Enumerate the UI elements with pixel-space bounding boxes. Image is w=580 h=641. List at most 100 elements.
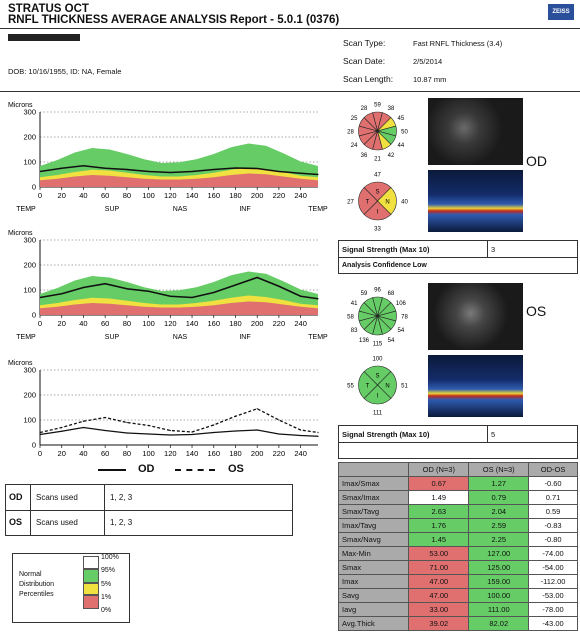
x-tick-label: 20: [58, 191, 66, 200]
x-tick-label: 140: [186, 191, 199, 200]
metric-label: Imax: [337, 574, 410, 589]
x-tick-label: 240: [294, 191, 307, 200]
clock-sector-value: 25: [351, 116, 358, 122]
quadrant-s: [363, 181, 392, 202]
data-point: [317, 173, 319, 176]
clock-sector-value: 78: [401, 315, 408, 321]
x-tick-label: 60: [101, 191, 109, 200]
quadrant-letter: T: [366, 384, 370, 390]
y-tick-label: 200: [23, 133, 36, 142]
os-quadrant-chart: S 100 N 51 I 111 T 55: [347, 357, 408, 417]
x-tick-label: 100: [142, 319, 155, 328]
report-title-line1: STRATUS OCT: [8, 3, 89, 15]
data-point: [169, 434, 171, 436]
od-fundus-image: [428, 98, 523, 165]
x-tick-label: 100: [142, 191, 155, 200]
x-tick-label: 120: [164, 191, 177, 200]
y-tick-label: 200: [23, 261, 36, 270]
quadrant-letter: I: [377, 210, 379, 216]
data-point: [104, 416, 106, 419]
table-row: Smax 71.00 125.00 -54.00: [337, 560, 578, 575]
scans-used-od-value: 1, 2, 3: [110, 493, 133, 502]
os-dashed-line-swatch: [175, 469, 215, 471]
os-signal-label: Signal Strength (Max 10): [342, 430, 430, 439]
x-tick-label: 240: [294, 319, 307, 328]
data-point: [234, 167, 237, 169]
metric-os-value: 125.00: [468, 560, 530, 575]
scans-used-os-eye: OS: [9, 517, 23, 527]
quadrant-value: 40: [401, 200, 408, 206]
metrics-header-cell: [337, 462, 410, 477]
x-tick-label: 140: [186, 319, 199, 328]
metric-os-value: 111.00: [468, 602, 530, 617]
x-tick-label: 20: [58, 449, 66, 458]
x-tick-label: 40: [79, 449, 87, 458]
data-point: [256, 276, 258, 279]
legend-title-line2: Distribution: [19, 581, 55, 588]
series-line-od: [39, 164, 319, 176]
metric-diff-value: -53.00: [528, 588, 578, 603]
quadrant-t: [358, 187, 378, 215]
scan-date-label: Scan Date:: [343, 56, 386, 66]
data-point: [82, 420, 85, 422]
os-oct-scan-image: [428, 355, 523, 417]
quadrant-value: 47: [374, 173, 381, 179]
metric-label: Savg: [337, 588, 410, 603]
data-point: [61, 167, 63, 169]
scan-type-value: Fast RNFL Thickness (3.4): [413, 39, 503, 48]
data-point: [234, 284, 237, 286]
metric-od-value: 1.45: [408, 532, 470, 547]
metric-label: Avg.Thick: [337, 616, 410, 631]
clock-sector-value: 68: [388, 291, 395, 297]
data-point: [126, 432, 128, 434]
os-fundus-image: [428, 283, 523, 350]
quadrant-t: [358, 371, 378, 399]
chart-3: Microns 0 100 200 300 0 20 40 60 80 100 120 140 160 18…: [8, 360, 319, 458]
y-tick-label: 0: [32, 441, 36, 450]
data-point: [256, 429, 258, 431]
x-tick-label: 80: [123, 191, 131, 200]
table-row: Avg.Thick 39.02 82.02 -43.00: [337, 616, 578, 631]
data-point: [300, 172, 302, 174]
clock-sector-value: 136: [359, 338, 370, 344]
metric-os-value: 2.25: [468, 532, 530, 547]
data-point: [147, 424, 150, 427]
zeiss-logo: ZEISS: [548, 4, 574, 20]
metric-os-value: 159.00: [468, 574, 530, 589]
clock-sector-value: 59: [374, 103, 381, 109]
x-tick-label: 100: [142, 449, 155, 458]
scans-used-os-value: 1, 2, 3: [110, 518, 133, 527]
region-label: INF: [239, 334, 250, 341]
data-point: [234, 430, 237, 432]
metric-diff-value: -54.00: [528, 560, 578, 575]
region-label: SUP: [105, 334, 120, 341]
metric-od-value: 2.63: [408, 504, 470, 519]
legend-level-1: 1%: [101, 594, 112, 601]
clock-sector-value: 41: [351, 301, 358, 307]
data-point: [104, 429, 106, 432]
os-signal-row: Signal Strength (Max 10) 5: [338, 425, 578, 443]
x-tick-label: 180: [229, 449, 242, 458]
x-tick-label: 40: [79, 319, 87, 328]
series-line-os: [39, 276, 319, 300]
x-tick-label: 160: [207, 191, 220, 200]
os-signal-value: 5: [491, 430, 496, 439]
data-point: [278, 433, 280, 435]
metric-os-value: 127.00: [468, 546, 530, 561]
x-tick-label: 0: [38, 319, 42, 328]
metric-diff-value: 0.71: [528, 490, 578, 505]
metric-od-value: 47.00: [408, 588, 470, 603]
metric-diff-value: -0.83: [528, 518, 578, 533]
data-point: [61, 426, 63, 429]
table-row: Imax/Smax 0.67 1.27 -0.60: [337, 476, 578, 491]
clock-sector-value: 28: [361, 106, 368, 112]
region-label: TEMP: [16, 206, 36, 213]
clock-sector-value: 36: [361, 153, 368, 159]
data-point: [317, 435, 319, 437]
x-tick-label: 120: [164, 449, 177, 458]
region-label: TEMP: [308, 206, 328, 213]
x-tick-label: 0: [38, 191, 42, 200]
x-tick-label: 240: [294, 449, 307, 458]
data-point: [256, 167, 258, 170]
